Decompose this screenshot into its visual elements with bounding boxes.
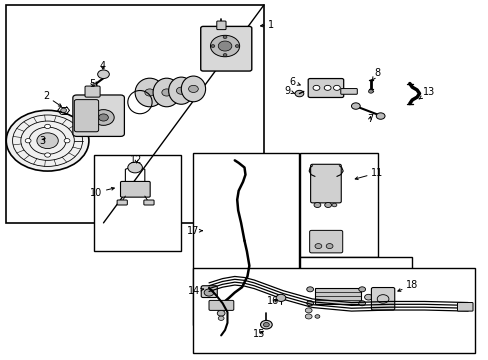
Text: 3: 3 [40,136,46,146]
Circle shape [325,244,332,249]
Circle shape [210,45,214,48]
FancyBboxPatch shape [216,21,225,30]
Text: 14: 14 [188,286,203,296]
Text: 12: 12 [130,156,142,165]
Circle shape [217,310,224,316]
Circle shape [37,133,58,149]
Circle shape [368,90,372,93]
Circle shape [314,315,319,318]
Text: 13: 13 [418,87,434,99]
Circle shape [98,70,109,78]
Circle shape [61,108,66,112]
FancyBboxPatch shape [307,78,343,98]
FancyBboxPatch shape [371,288,394,310]
Circle shape [306,301,313,306]
FancyBboxPatch shape [201,286,217,297]
Bar [94,155,181,251]
Ellipse shape [153,78,180,107]
Circle shape [44,124,50,129]
Text: 4: 4 [99,61,105,71]
Circle shape [235,45,239,48]
Circle shape [331,203,336,207]
Circle shape [306,287,313,292]
Circle shape [324,85,330,90]
Circle shape [162,89,171,96]
Bar [6,5,264,223]
Circle shape [93,110,114,125]
FancyBboxPatch shape [117,200,127,205]
Circle shape [127,162,142,173]
Circle shape [82,114,90,120]
FancyBboxPatch shape [85,86,100,97]
Circle shape [313,203,320,207]
FancyBboxPatch shape [310,164,341,203]
Text: 6: 6 [288,77,300,87]
Circle shape [99,114,108,121]
FancyBboxPatch shape [309,230,342,253]
Text: 2: 2 [43,91,61,107]
Text: 1: 1 [260,19,274,30]
Circle shape [82,108,90,113]
Ellipse shape [181,76,205,102]
Circle shape [351,103,360,109]
Bar [314,288,361,304]
Circle shape [218,41,231,51]
Bar [193,267,474,353]
FancyBboxPatch shape [340,89,357,94]
Text: 17: 17 [186,226,202,236]
Circle shape [44,153,50,157]
Text: 11: 11 [354,168,383,180]
Circle shape [312,85,319,90]
Circle shape [144,89,154,96]
FancyBboxPatch shape [201,26,251,71]
Text: 18: 18 [397,280,418,291]
Circle shape [260,320,272,329]
Bar [193,153,298,325]
Circle shape [210,35,239,57]
Circle shape [6,111,89,171]
Text: 5: 5 [89,79,95,89]
Ellipse shape [168,77,194,104]
Circle shape [188,85,198,93]
Text: 7: 7 [366,114,372,124]
Circle shape [376,295,388,303]
Circle shape [223,36,226,39]
Circle shape [294,90,303,97]
Circle shape [358,301,365,306]
Bar [300,257,411,332]
FancyBboxPatch shape [457,302,472,311]
FancyBboxPatch shape [208,300,233,310]
Circle shape [358,287,365,292]
FancyBboxPatch shape [120,181,150,197]
Circle shape [305,308,311,313]
Circle shape [314,244,321,249]
Circle shape [276,294,285,301]
Circle shape [375,113,384,119]
Text: 10: 10 [90,187,114,198]
Circle shape [364,294,372,300]
FancyBboxPatch shape [74,100,99,132]
Text: 15: 15 [252,329,264,339]
Circle shape [263,323,269,327]
Circle shape [25,139,31,143]
Circle shape [176,87,186,94]
FancyBboxPatch shape [73,95,124,136]
Bar [300,153,377,257]
Circle shape [218,316,224,320]
Circle shape [64,139,70,143]
Circle shape [333,85,340,90]
FancyBboxPatch shape [143,200,154,205]
Text: 9: 9 [284,86,294,96]
Circle shape [82,122,90,127]
Ellipse shape [135,78,164,107]
Circle shape [305,314,311,319]
Text: 16: 16 [266,296,278,306]
Text: 8: 8 [371,68,380,81]
Circle shape [324,203,331,207]
Circle shape [203,289,213,296]
Circle shape [223,54,226,57]
